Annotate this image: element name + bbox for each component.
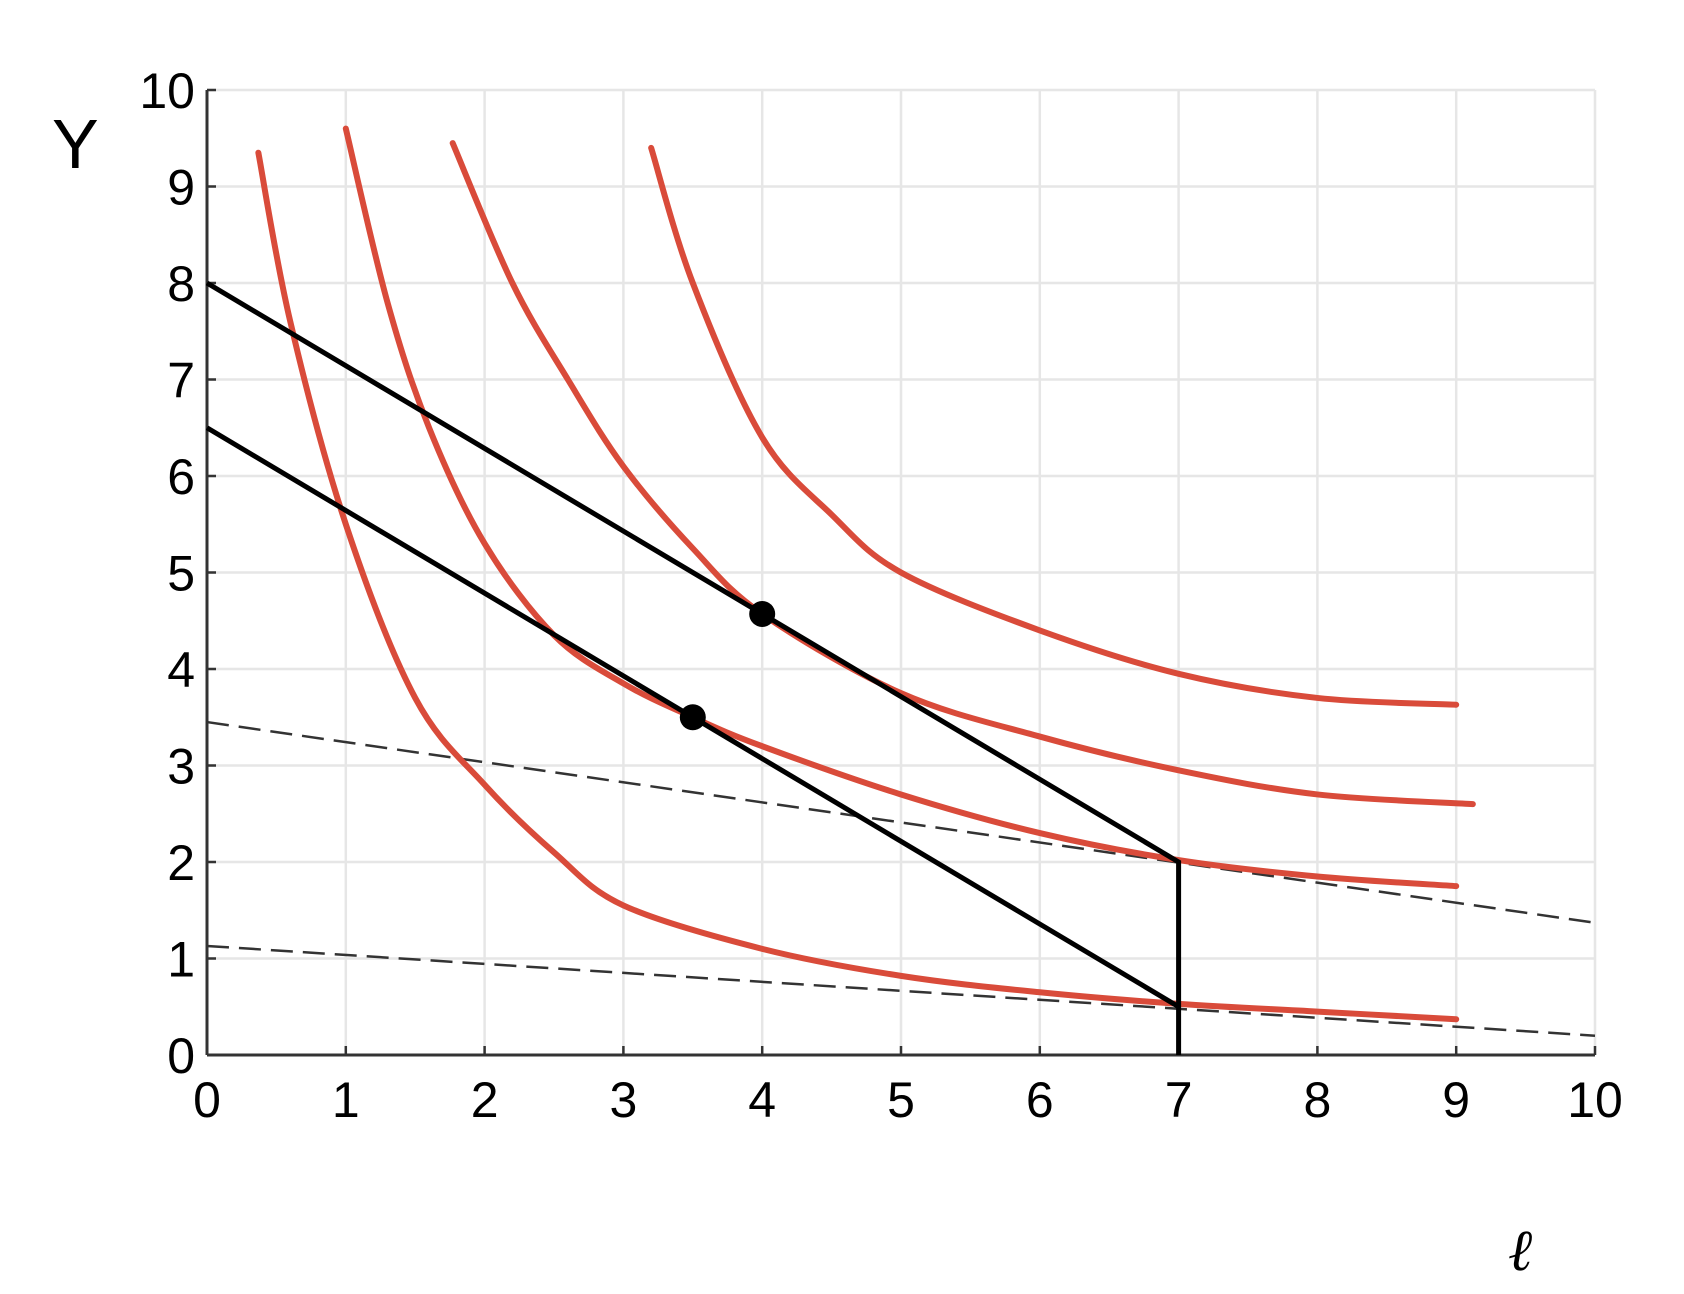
x-tick-label: 0 [193,1072,221,1128]
markers-layer [679,600,776,731]
y-tick-label: 3 [167,739,195,795]
y-tick-label: 9 [167,160,195,216]
dashed-line-upper [206,720,1596,925]
x-tick-label: 5 [887,1072,915,1128]
y-tick-label: 1 [167,932,195,988]
budget-line-high [205,280,1182,1055]
dashed-line-lower [206,944,1596,1037]
y-tick-label: 0 [167,1028,195,1084]
x-tick-label: 7 [1165,1072,1193,1128]
y-tick-label: 4 [167,642,195,698]
axes [205,88,1597,1057]
optimum-high-point [749,600,776,627]
x-tick-labels: 0 1 2 3 4 5 6 7 8 9 10 [193,1072,1623,1128]
x-tick-label: 3 [609,1072,637,1128]
y-tick-label: 7 [167,353,195,409]
x-axis-title: ℓ [1508,1216,1532,1284]
x-tick-label: 4 [748,1072,776,1128]
indifference-curve-4 [648,144,1460,708]
x-tick-label: 2 [471,1072,499,1128]
y-tick-label: 8 [167,256,195,312]
y-tick-labels: 0 1 2 3 4 5 6 7 8 9 10 [139,63,195,1084]
y-tick-label: 6 [167,449,195,505]
x-tick-label: 1 [332,1072,360,1128]
y-axis-title: Y [52,105,99,183]
grid [207,88,1597,1055]
y-tick-label: 5 [167,546,195,602]
optimum-low-point [679,704,706,731]
indifference-curve-3 [449,140,1476,808]
x-tick-label: 6 [1026,1072,1054,1128]
x-tick-label: 8 [1303,1072,1331,1128]
y-tick-label: 2 [167,835,195,891]
y-tick-label: 10 [139,63,195,119]
x-tick-label: 9 [1442,1072,1470,1128]
x-tick-label: 10 [1567,1072,1623,1128]
